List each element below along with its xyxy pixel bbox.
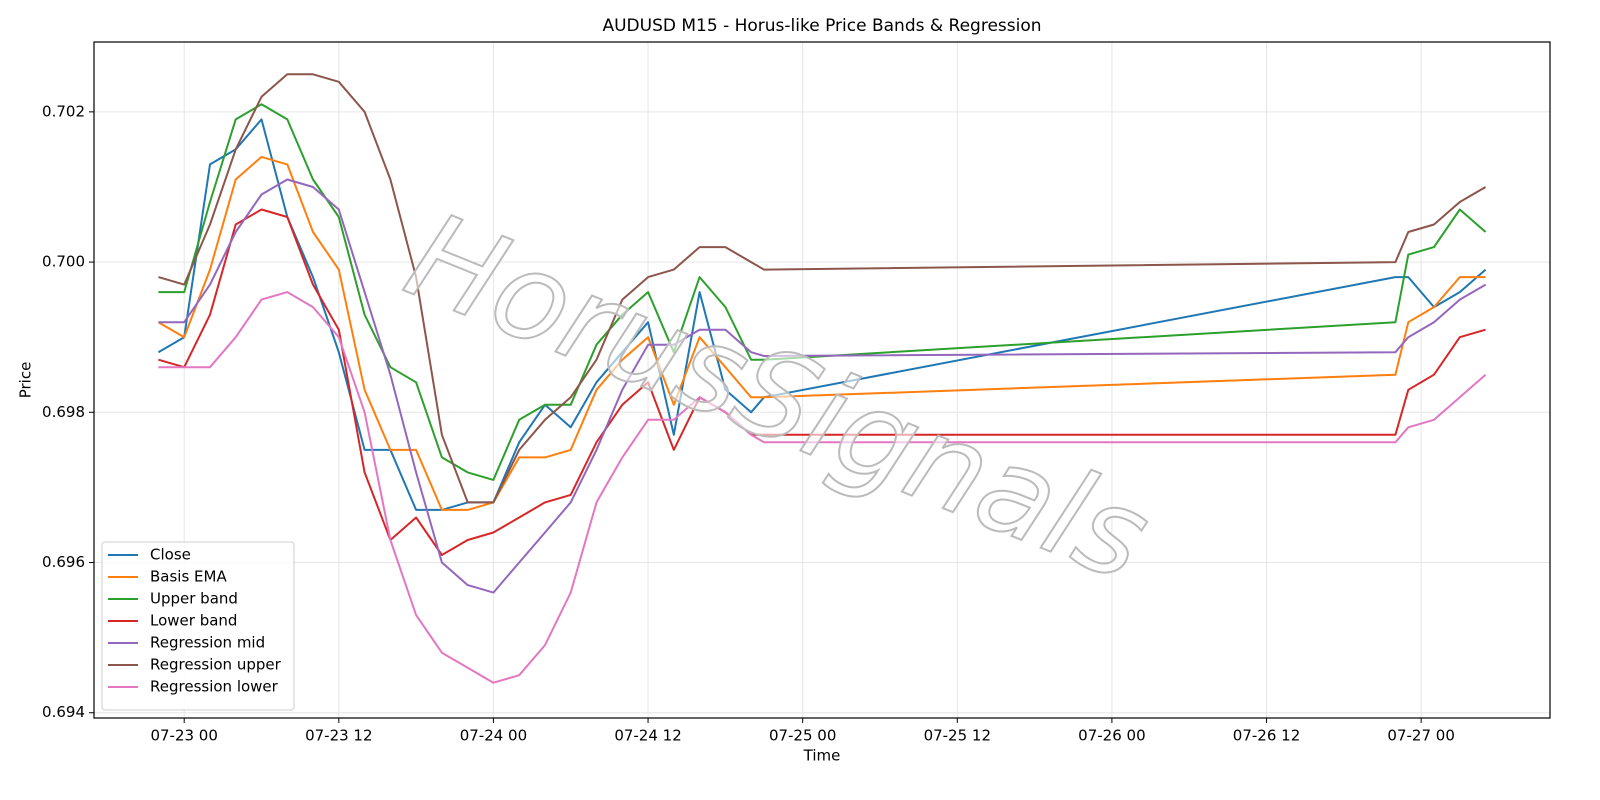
chart-title: AUDUSD M15 - Horus-like Price Bands & Re… — [602, 16, 1041, 36]
series-line — [158, 178, 1487, 594]
y-tick-label: 0.700 — [42, 253, 85, 271]
series-line — [158, 103, 1487, 481]
legend-label: Regression mid — [150, 634, 265, 652]
x-tick-label: 07-26 12 — [1233, 727, 1300, 745]
y-tick-label: 0.698 — [42, 403, 85, 421]
x-tick-label: 07-23 00 — [150, 727, 217, 745]
series-line — [157, 155, 1486, 511]
y-axis-label: Price — [17, 362, 35, 399]
legend-label: Upper band — [150, 590, 238, 608]
x-tick-label: 07-25 00 — [769, 727, 836, 745]
series-line — [158, 208, 1486, 556]
x-tick-label: 07-27 00 — [1387, 727, 1454, 745]
x-tick-label: 07-24 00 — [460, 727, 527, 745]
grid: 0.694 0.696 0.698 0.700 0.702 07-23 00 07-23 1… — [42, 42, 1550, 745]
legend-label: Regression upper — [150, 656, 282, 674]
plot-lines — [157, 73, 1487, 684]
series-line — [157, 118, 1487, 511]
series-line — [158, 73, 1487, 504]
x-axis-label: Time — [803, 747, 841, 765]
x-tick-label: 07-26 00 — [1078, 727, 1145, 745]
legend-label: Regression lower — [150, 678, 279, 696]
legend-label: Basis EMA — [150, 568, 227, 586]
series-line — [158, 291, 1487, 684]
y-tick-label: 0.702 — [42, 102, 85, 120]
axes-frame — [93, 41, 1551, 719]
legend: Close Basis EMA Upper band Lower band Regres… — [101, 541, 295, 711]
legend-label: Close — [150, 546, 191, 564]
y-tick-label: 0.694 — [42, 703, 85, 721]
x-tick-label: 07-23 12 — [305, 727, 372, 745]
x-tick-label: 07-25 12 — [924, 727, 991, 745]
legend-box — [101, 541, 295, 711]
x-tick-label: 07-24 12 — [614, 727, 681, 745]
y-tick-label: 0.696 — [42, 553, 85, 571]
legend-label: Lower band — [150, 612, 237, 630]
